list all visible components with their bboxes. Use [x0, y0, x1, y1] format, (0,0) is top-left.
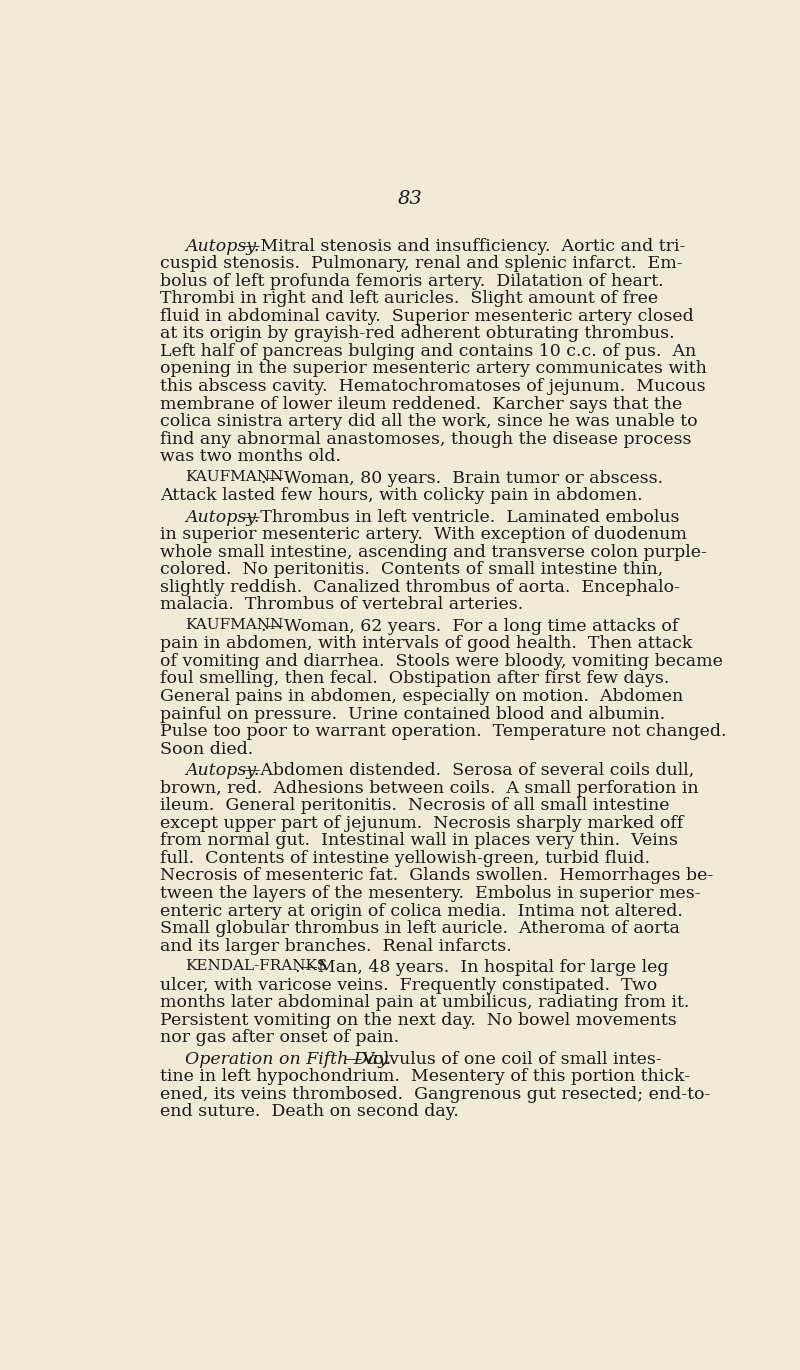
Text: months later abdominal pain at umbilicus, radiating from it.: months later abdominal pain at umbilicus…: [161, 995, 690, 1011]
Text: Autopsy.: Autopsy.: [186, 508, 260, 526]
Text: ulcer, with varicose veins.  Frequently constipated.  Two: ulcer, with varicose veins. Frequently c…: [161, 977, 658, 993]
Text: whole small intestine, ascending and transverse colon purple-: whole small intestine, ascending and tra…: [161, 544, 707, 560]
Text: and its larger branches.  Renal infarcts.: and its larger branches. Renal infarcts.: [161, 937, 512, 955]
Text: Thrombi in right and left auricles.  Slight amount of free: Thrombi in right and left auricles. Slig…: [161, 290, 658, 307]
Text: except upper part of jejunum.  Necrosis sharply marked off: except upper part of jejunum. Necrosis s…: [161, 815, 684, 832]
Text: Pulse too poor to warrant operation.  Temperature not changed.: Pulse too poor to warrant operation. Tem…: [161, 723, 727, 740]
Text: .—Man, 48 years.  In hospital for large leg: .—Man, 48 years. In hospital for large l…: [295, 959, 669, 975]
Text: full.  Contents of intestine yellowish-green, turbid fluid.: full. Contents of intestine yellowish-gr…: [161, 849, 650, 867]
Text: this abscess cavity.  Hematochromatoses of jejunum.  Mucous: this abscess cavity. Hematochromatoses o…: [161, 378, 706, 395]
Text: pain in abdomen, with intervals of good health.  Then attack: pain in abdomen, with intervals of good …: [161, 636, 693, 652]
Text: opening in the superior mesenteric artery communicates with: opening in the superior mesenteric arter…: [161, 360, 707, 378]
Text: —Abdomen distended.  Serosa of several coils dull,: —Abdomen distended. Serosa of several co…: [243, 762, 694, 780]
Text: colored.  No peritonitis.  Contents of small intestine thin,: colored. No peritonitis. Contents of sma…: [161, 562, 664, 578]
Text: cuspid stenosis.  Pulmonary, renal and splenic infarct.  Em-: cuspid stenosis. Pulmonary, renal and sp…: [161, 255, 683, 273]
Text: of vomiting and diarrhea.  Stools were bloody, vomiting became: of vomiting and diarrhea. Stools were bl…: [161, 653, 723, 670]
Text: Attack lasted few hours, with colicky pain in abdomen.: Attack lasted few hours, with colicky pa…: [161, 488, 643, 504]
Text: KENDAL-FRANKS: KENDAL-FRANKS: [186, 959, 327, 973]
Text: .—Woman, 62 years.  For a long time attacks of: .—Woman, 62 years. For a long time attac…: [262, 618, 678, 634]
Text: painful on pressure.  Urine contained blood and albumin.: painful on pressure. Urine contained blo…: [161, 706, 666, 722]
Text: brown, red.  Adhesions between coils.  A small perforation in: brown, red. Adhesions between coils. A s…: [161, 780, 699, 796]
Text: Operation on Fifth Day.: Operation on Fifth Day.: [186, 1051, 391, 1067]
Text: slightly reddish.  Canalized thrombus of aorta.  Encephalo-: slightly reddish. Canalized thrombus of …: [161, 578, 681, 596]
Text: ileum.  General peritonitis.  Necrosis of all small intestine: ileum. General peritonitis. Necrosis of …: [161, 797, 670, 814]
Text: —Volvulus of one coil of small intes-: —Volvulus of one coil of small intes-: [345, 1051, 662, 1067]
Text: 83: 83: [398, 190, 422, 208]
Text: Autopsy.: Autopsy.: [186, 762, 260, 780]
Text: in superior mesenteric artery.  With exception of duodenum: in superior mesenteric artery. With exce…: [161, 526, 687, 543]
Text: Soon died.: Soon died.: [161, 741, 254, 758]
Text: Persistent vomiting on the next day.  No bowel movements: Persistent vomiting on the next day. No …: [161, 1011, 677, 1029]
Text: nor gas after onset of pain.: nor gas after onset of pain.: [161, 1029, 399, 1047]
Text: enteric artery at origin of colica media.  Intima not altered.: enteric artery at origin of colica media…: [161, 903, 683, 919]
Text: Small globular thrombus in left auricle.  Atheroma of aorta: Small globular thrombus in left auricle.…: [161, 921, 680, 937]
Text: Necrosis of mesenteric fat.  Glands swollen.  Hemorrhages be-: Necrosis of mesenteric fat. Glands swoll…: [161, 867, 714, 885]
Text: from normal gut.  Intestinal wall in places very thin.  Veins: from normal gut. Intestinal wall in plac…: [161, 833, 678, 849]
Text: Autopsy.: Autopsy.: [186, 237, 260, 255]
Text: malacia.  Thrombus of vertebral arteries.: malacia. Thrombus of vertebral arteries.: [161, 596, 524, 614]
Text: fluid in abdominal cavity.  Superior mesenteric artery closed: fluid in abdominal cavity. Superior mese…: [161, 308, 694, 325]
Text: tween the layers of the mesentery.  Embolus in superior mes-: tween the layers of the mesentery. Embol…: [161, 885, 701, 901]
Text: —Thrombus in left ventricle.  Laminated embolus: —Thrombus in left ventricle. Laminated e…: [243, 508, 679, 526]
Text: bolus of left profunda femoris artery.  Dilatation of heart.: bolus of left profunda femoris artery. D…: [161, 273, 664, 289]
Text: foul smelling, then fecal.  Obstipation after first few days.: foul smelling, then fecal. Obstipation a…: [161, 670, 670, 688]
Text: KAUFMANN: KAUFMANN: [186, 470, 283, 484]
Text: General pains in abdomen, especially on motion.  Abdomen: General pains in abdomen, especially on …: [161, 688, 684, 706]
Text: Left half of pancreas bulging and contains 10 c.c. of pus.  An: Left half of pancreas bulging and contai…: [161, 342, 697, 360]
Text: ened, its veins thrombosed.  Gangrenous gut resected; end-to-: ened, its veins thrombosed. Gangrenous g…: [161, 1086, 711, 1103]
Text: tine in left hypochondrium.  Mesentery of this portion thick-: tine in left hypochondrium. Mesentery of…: [161, 1069, 690, 1085]
Text: —Mitral stenosis and insufficiency.  Aortic and tri-: —Mitral stenosis and insufficiency. Aort…: [243, 237, 686, 255]
Text: KAUFMANN: KAUFMANN: [186, 618, 283, 632]
Text: at its origin by grayish-red adherent obturating thrombus.: at its origin by grayish-red adherent ob…: [161, 325, 675, 342]
Text: end suture.  Death on second day.: end suture. Death on second day.: [161, 1103, 459, 1121]
Text: membrane of lower ileum reddened.  Karcher says that the: membrane of lower ileum reddened. Karche…: [161, 396, 682, 412]
Text: colica sinistra artery did all the work, since he was unable to: colica sinistra artery did all the work,…: [161, 414, 698, 430]
Text: find any abnormal anastomoses, though the disease process: find any abnormal anastomoses, though th…: [161, 430, 692, 448]
Text: .—Woman, 80 years.  Brain tumor or abscess.: .—Woman, 80 years. Brain tumor or absces…: [262, 470, 663, 486]
Text: was two months old.: was two months old.: [161, 448, 342, 466]
